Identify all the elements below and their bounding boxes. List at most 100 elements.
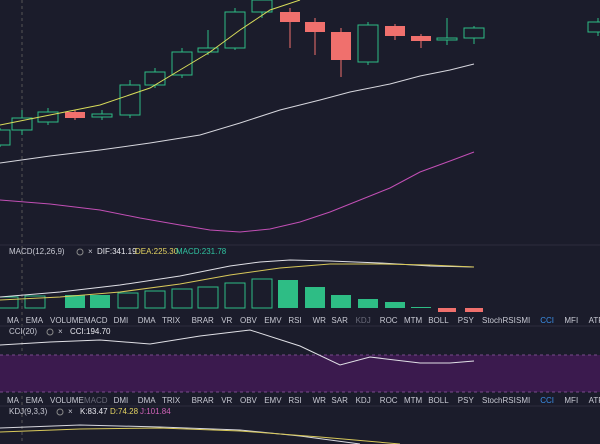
tab[interactable]: SAR [331,396,348,405]
ma-line [0,63,475,164]
macd-bar [331,295,351,308]
macd-bar [438,308,456,312]
tab[interactable]: MTM [404,396,423,405]
macd-bar [0,296,19,309]
tab[interactable]: CCI [540,316,554,325]
candle-body [463,27,485,39]
tab[interactable]: BOLL [428,316,449,325]
tab[interactable]: WR [313,396,327,405]
macd-bar [305,287,325,308]
tab[interactable]: DMI [114,316,129,325]
tab[interactable]: EMV [264,316,282,325]
tab[interactable]: ROC [380,396,398,405]
kdj-name: KDJ(9,3,3) [9,407,48,416]
tab[interactable]: MACD [84,396,108,405]
candle-body [144,71,166,86]
macd-name: MACD(12,26,9) [9,247,65,256]
tab[interactable]: WR [313,316,327,325]
tab[interactable]: MFI [564,396,578,405]
indicator-tabs: MA EMA VOLUME MACD DMI DMA TRIX BRAR VR OBV EMV RSI… [7,316,600,325]
tab[interactable]: EMV [264,396,282,405]
kdj-line [0,427,401,444]
candle-body [385,26,405,36]
macd-bar [465,308,483,312]
candle-body [280,12,300,22]
kdj-line [0,424,361,444]
dea-line [0,263,475,301]
tab[interactable]: MA [7,316,20,325]
macd-bar [385,302,405,308]
tab[interactable]: EMA [26,316,44,325]
candle-body [197,47,219,53]
candle-body [411,36,431,41]
candle-body [0,129,11,146]
tab[interactable]: TRIX [162,396,181,405]
macd-bar [171,288,193,309]
candle-body [587,21,600,33]
tab[interactable]: RSI [288,396,301,405]
settings-icon[interactable] [76,248,84,256]
tab[interactable]: VOLUME [50,396,84,405]
macd-bar [358,299,378,308]
tab[interactable]: DMI [114,396,129,405]
ma-line [0,151,475,233]
candle-body [436,37,458,41]
tab[interactable]: BRAR [192,316,214,325]
tab[interactable]: OBV [240,316,258,325]
settings-icon[interactable] [56,408,64,416]
kdj-k: K:83.47 [80,407,108,416]
macd-bar [65,295,85,308]
tab[interactable]: PSY [458,316,475,325]
tab[interactable]: MACD [84,316,108,325]
macd-bar [197,286,219,309]
macd-bar [278,280,298,308]
tab[interactable]: SAR [331,316,348,325]
tab[interactable]: StochRSI [482,396,516,405]
tab[interactable]: BRAR [192,396,214,405]
macd-bar [24,295,46,309]
tab[interactable]: MA [7,396,20,405]
close-icon[interactable]: × [88,247,93,256]
close-icon[interactable]: × [58,327,63,336]
candle-body [224,11,246,49]
tab[interactable]: OBV [240,396,258,405]
tab[interactable]: DMA [138,316,156,325]
tab[interactable]: StochRSI [482,316,516,325]
tab[interactable]: CCI [540,396,554,405]
tab[interactable]: VOLUME [50,316,84,325]
close-icon[interactable]: × [68,407,73,416]
tab[interactable]: TRIX [162,316,181,325]
candle-body [91,113,113,118]
macd-bar [411,307,431,308]
candle-body [65,112,85,118]
cci-band [0,355,600,392]
macd-bar [251,278,273,309]
tab[interactable]: VR [221,316,232,325]
tab[interactable]: ATR [589,316,600,325]
tab[interactable]: MTM [404,316,423,325]
tab[interactable]: PSY [458,396,475,405]
macd-bar [224,282,246,309]
macd-dea: DEA:225.30 [135,247,179,256]
tab[interactable]: DMA [138,396,156,405]
tab[interactable]: MFI [564,316,578,325]
tab[interactable]: ROC [380,316,398,325]
cci-line [0,329,475,366]
macd-value: MACD:231.78 [176,247,227,256]
tab[interactable]: RSI [288,316,301,325]
tab[interactable]: KDJ [356,316,371,325]
macd-bar [144,290,166,309]
tab[interactable]: VR [221,396,232,405]
tab[interactable]: EMA [26,396,44,405]
tab[interactable]: SMI [516,396,530,405]
tab[interactable]: BOLL [428,396,449,405]
macd-dif: DIF:341.19 [97,247,137,256]
indicator-tabs: MA EMA VOLUME MACD DMI DMA TRIX BRAR VR OBV EMV RSI… [7,396,600,405]
settings-icon[interactable] [46,328,54,336]
tab[interactable]: ATR [589,396,600,405]
ma-line [0,0,301,126]
candle-body [11,117,33,131]
tab[interactable]: SMI [516,316,530,325]
tab[interactable]: KDJ [356,396,371,405]
